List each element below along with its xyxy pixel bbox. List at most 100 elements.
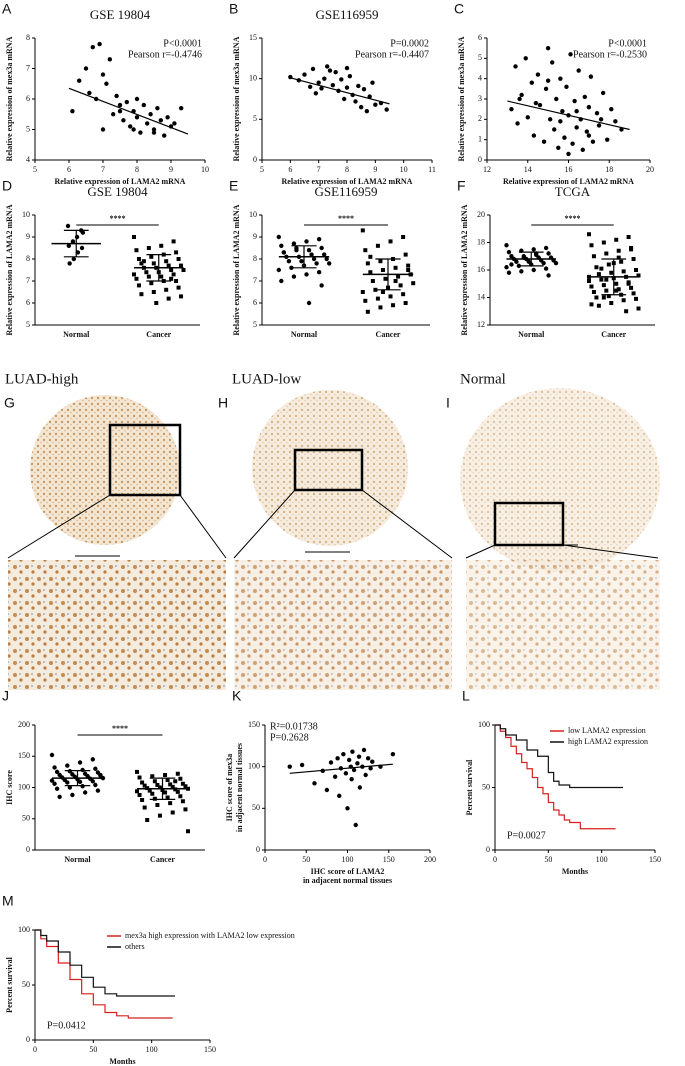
chart-title: TCGA [555, 184, 591, 199]
point [605, 137, 610, 142]
y-tick-label: 9 [253, 232, 257, 241]
point [117, 109, 123, 114]
point [114, 93, 119, 99]
x-tick-label: 18 [605, 165, 613, 174]
point [169, 268, 174, 272]
y-tick-label: 7 [253, 276, 257, 285]
point [601, 240, 606, 245]
point [145, 121, 150, 126]
point [401, 235, 406, 239]
y-axis-label: Relative expression of LAMA2 mRNA [5, 204, 14, 335]
point [367, 94, 372, 99]
point [145, 818, 150, 822]
tissue-core [252, 390, 408, 546]
point [164, 287, 169, 292]
point [636, 273, 641, 278]
point [344, 65, 350, 71]
point [589, 243, 594, 248]
point [74, 234, 80, 240]
point [163, 790, 168, 795]
point [403, 301, 408, 305]
x-tick-label: 0 [263, 855, 267, 864]
point [142, 783, 147, 788]
point [162, 133, 167, 138]
point [52, 765, 57, 770]
point [586, 133, 592, 138]
point [631, 257, 636, 261]
point [587, 279, 591, 283]
point [560, 109, 565, 114]
point [306, 300, 312, 306]
point [373, 102, 378, 107]
y-tick-label: 4 [478, 73, 482, 82]
point [543, 86, 549, 92]
panel-letter: B [229, 1, 238, 17]
point [316, 270, 322, 275]
point [324, 787, 330, 793]
point [144, 270, 149, 275]
point [361, 87, 367, 92]
point [98, 772, 103, 778]
tissue-core [30, 395, 180, 545]
y-tick-label: 5 [253, 320, 257, 329]
point [319, 283, 324, 288]
point [384, 107, 389, 112]
point [299, 762, 305, 768]
point [172, 121, 177, 126]
point [504, 243, 509, 248]
point [576, 68, 581, 73]
y-axis-label: Relative expression of mex3a mRNA [232, 36, 241, 161]
point [370, 759, 375, 764]
point [80, 767, 85, 773]
point [401, 292, 406, 297]
x-tick-label: Normal [291, 330, 318, 339]
panel-letter: H [218, 395, 228, 411]
point [168, 782, 173, 787]
y-axis-label: Percent survival [5, 956, 14, 1012]
point [591, 290, 596, 294]
point [504, 265, 509, 270]
point [378, 259, 383, 264]
point [302, 72, 307, 77]
point [49, 778, 55, 783]
x-tick-label: 9 [373, 165, 377, 174]
point [137, 775, 142, 780]
point [174, 279, 179, 283]
point [626, 281, 631, 286]
point [604, 277, 609, 282]
zoom-line [233, 489, 296, 559]
point [388, 239, 393, 244]
point [149, 254, 154, 259]
x-tick-label: 100 [146, 1045, 158, 1054]
point [150, 774, 155, 779]
point [132, 235, 136, 239]
point [124, 99, 129, 105]
point [307, 84, 313, 90]
point [351, 767, 357, 773]
y-tick-label: 9 [26, 232, 30, 241]
point [159, 243, 164, 248]
point [363, 298, 368, 303]
point [173, 779, 178, 784]
point [71, 256, 76, 262]
tissue-zoom [234, 560, 452, 690]
zoom-line [562, 544, 659, 559]
point [138, 130, 143, 135]
point [100, 127, 106, 132]
x-tick-label: Normal [63, 330, 90, 339]
x-tick-label: 200 [424, 855, 436, 864]
point [553, 260, 559, 266]
point [393, 279, 398, 283]
point [77, 78, 82, 83]
point [568, 52, 573, 57]
x-tick-label: 50 [544, 855, 552, 864]
zoom-box [293, 448, 364, 492]
point [77, 779, 83, 785]
point [166, 296, 171, 301]
y-axis-label: Percent survival [465, 759, 474, 815]
point [179, 263, 184, 268]
point [151, 261, 156, 266]
zoom-line [179, 494, 227, 559]
significance-label: **** [565, 214, 581, 223]
point [363, 772, 368, 778]
